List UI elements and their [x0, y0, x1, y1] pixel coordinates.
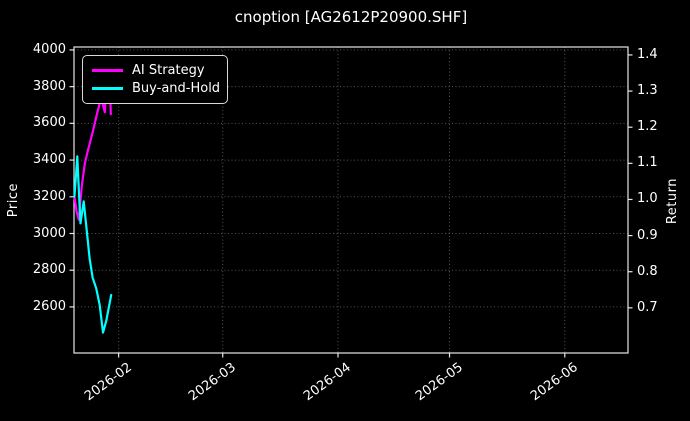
legend-item-ai-strategy: AI Strategy — [92, 63, 218, 78]
y-tick-label-price: 2600 — [32, 298, 66, 314]
y-tick-label-price: 3200 — [32, 188, 66, 204]
legend-item-buy-and-hold: Buy-and-Hold — [92, 81, 221, 97]
y-tick-label-return: 1.4 — [637, 46, 658, 62]
y-tick-label-return: 0.8 — [637, 263, 658, 279]
y-tick-label-return: 1.0 — [637, 191, 658, 207]
series-line-buy-and-hold — [73, 155, 113, 334]
legend-label-buy-and-hold: Buy-and-Hold — [132, 81, 221, 97]
y-tick-label-return: 0.9 — [637, 227, 658, 243]
y-tick-label-price: 2800 — [32, 262, 66, 278]
y-tick-label-price: 3800 — [32, 78, 66, 94]
ai-strategy-line-swatch — [92, 68, 123, 72]
y-tick-label-return: 1.3 — [637, 83, 658, 99]
y-axis-label-return: Return — [665, 178, 680, 225]
y-tick-label-price: 3600 — [32, 115, 66, 131]
buy-and-hold-line-swatch — [92, 87, 123, 91]
y-tick-label-price: 4000 — [32, 41, 66, 57]
legend: AI Strategy Buy-and-Hold — [82, 55, 228, 104]
y-tick-label-return: 1.1 — [637, 155, 658, 171]
y-tick-label-return: 1.2 — [637, 119, 658, 135]
y-tick-label-price: 3000 — [32, 225, 66, 241]
y-tick-label-price: 3400 — [32, 152, 66, 168]
chart-title: cnoption [AG2612P20900.SHF] — [234, 8, 468, 26]
y-tick-label-return: 0.7 — [637, 299, 658, 315]
legend-label-ai-strategy: AI Strategy — [132, 62, 205, 78]
